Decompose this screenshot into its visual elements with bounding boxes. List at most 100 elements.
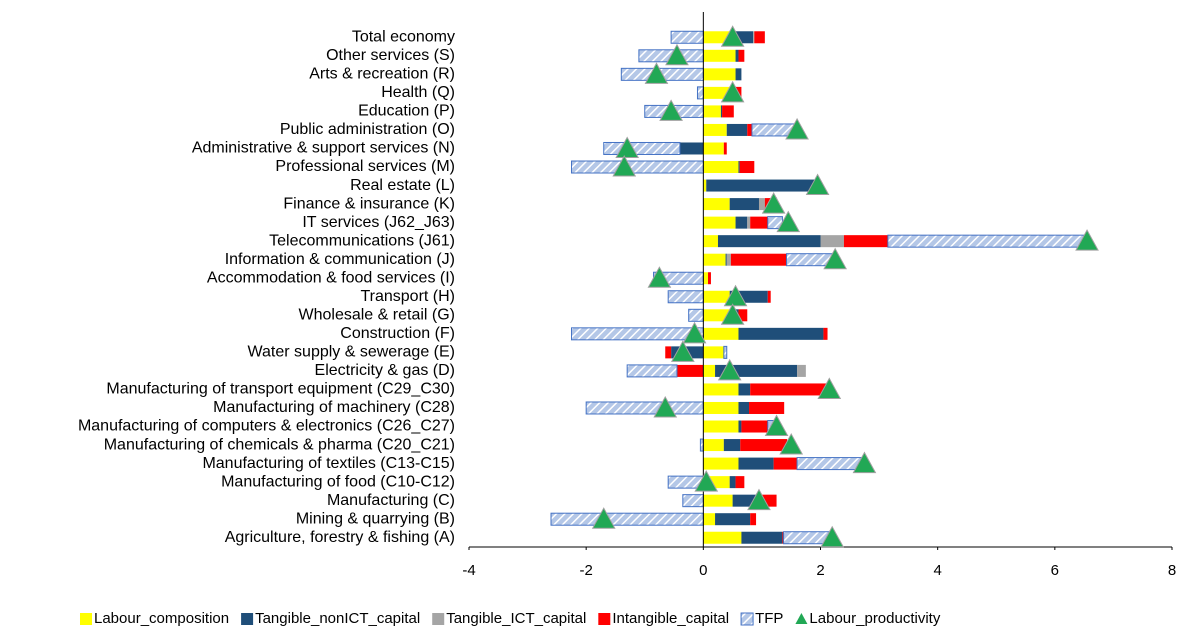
y-tick-label: Manufacturing of chemicals & pharma (C20…: [104, 436, 455, 453]
x-tick-label: 6: [1051, 562, 1059, 579]
bar-segment: [703, 383, 739, 396]
y-tick-label: Finance & insurance (K): [283, 195, 455, 212]
bar-segment: [735, 68, 742, 81]
bar-segment: [738, 420, 742, 433]
y-tick-label: Manufacturing (C): [327, 492, 455, 509]
bar-segment: [720, 105, 723, 118]
marker: [805, 173, 830, 196]
marker: [820, 525, 845, 548]
bar-segment: [682, 494, 704, 508]
bar-segment: [703, 420, 739, 433]
bar-segment: [738, 383, 751, 396]
legend-label: TFP: [755, 610, 783, 627]
bar-segment: [741, 531, 783, 544]
bar-segment: [571, 160, 704, 174]
bar-segment: [626, 364, 678, 378]
y-tick-label: Real estate (L): [350, 177, 455, 194]
bar-segment: [773, 457, 798, 470]
legend-marker: [795, 613, 808, 624]
bar-segment: [703, 123, 727, 136]
bar-segment: [741, 420, 768, 433]
bar-segment: [823, 327, 828, 340]
bar-segment: [703, 179, 707, 192]
bar-segment: [703, 235, 718, 248]
y-tick-label: Manufacturing of transport equipment (C2…: [106, 381, 455, 398]
legend-label: Intangible_capital: [612, 610, 729, 627]
marker: [779, 433, 804, 455]
bar-segment: [750, 216, 768, 229]
bar-segment: [703, 531, 742, 544]
bar-segment: [738, 327, 824, 340]
bar-segment: [738, 49, 745, 62]
y-tick-label: Agriculture, forestry & fishing (A): [225, 529, 455, 546]
bar-segment: [767, 290, 771, 303]
marker: [659, 99, 683, 121]
bar-segment: [703, 216, 736, 229]
bar-segment: [703, 439, 724, 452]
y-tick-label: Manufacturing of machinery (C28): [213, 399, 455, 416]
bar-segment: [797, 364, 806, 377]
marker: [720, 303, 745, 325]
bar-segment: [550, 512, 704, 526]
marker: [717, 358, 742, 381]
legend-swatch: [740, 612, 754, 626]
y-tick-label: Construction (F): [340, 325, 455, 342]
bar-segment: [735, 476, 745, 489]
y-tick-label: Electricity & gas (D): [315, 362, 455, 379]
bar-segment: [703, 68, 736, 81]
y-tick-label: Arts & recreation (R): [309, 66, 455, 83]
bar-segment: [703, 272, 709, 285]
bar-segment: [729, 198, 759, 211]
marker: [665, 43, 689, 66]
marker: [720, 80, 745, 103]
marker: [682, 321, 707, 344]
y-tick-label: Transport (H): [360, 288, 455, 305]
bar-segment: [735, 216, 748, 229]
bar-segment: [753, 31, 755, 44]
bar-segment: [603, 141, 681, 155]
bar-segment: [726, 123, 748, 136]
bar-segment: [703, 198, 730, 211]
bar-segment: [820, 235, 844, 248]
bar-segment: [738, 401, 750, 414]
y-tick-label: Manufacturing of food (C10-C12): [221, 473, 455, 490]
y-tick-label: IT services (J62_J63): [302, 214, 455, 231]
bar-segment: [726, 253, 731, 266]
marker: [720, 25, 745, 47]
bar-segment: [739, 161, 755, 174]
bar-segment: [676, 364, 704, 377]
bar-segment: [715, 513, 751, 526]
bar-segment: [729, 476, 736, 489]
marker: [670, 340, 695, 362]
y-tick-label: Public administration (O): [280, 121, 455, 138]
bar-segment: [722, 105, 734, 118]
x-tick-label: 0: [699, 562, 707, 579]
marker: [747, 488, 771, 511]
legend-label: Labour_composition: [94, 610, 229, 627]
y-tick-label: Administrative & support services (N): [192, 140, 455, 157]
bar-segment: [750, 513, 757, 526]
bar-segment: [730, 253, 787, 266]
bar-segment: [703, 457, 739, 470]
bar-segment: [679, 142, 704, 155]
bar-segment: [688, 308, 704, 322]
bar-segment: [723, 439, 741, 452]
bar-segment: [887, 234, 1085, 248]
y-tick-label: Education (P): [358, 103, 455, 120]
marker: [644, 62, 669, 84]
bar-segment: [747, 216, 751, 229]
y-tick-label: Accommodation & food services (I): [207, 269, 455, 286]
bar-segment: [782, 531, 784, 544]
bar-segment: [747, 123, 752, 136]
legend-swatch: [432, 613, 445, 625]
bar-segment: [749, 401, 785, 414]
bar-segment: [703, 253, 726, 266]
bar-segment: [703, 31, 730, 44]
y-tick-label: Telecommunications (J61): [269, 232, 455, 249]
y-tick-label: Other services (S): [326, 47, 455, 64]
x-tick-label: 8: [1168, 562, 1176, 579]
bar-segment: [750, 383, 827, 396]
bar-segment: [703, 49, 736, 62]
bar-segment: [738, 161, 740, 174]
marker: [764, 414, 789, 437]
